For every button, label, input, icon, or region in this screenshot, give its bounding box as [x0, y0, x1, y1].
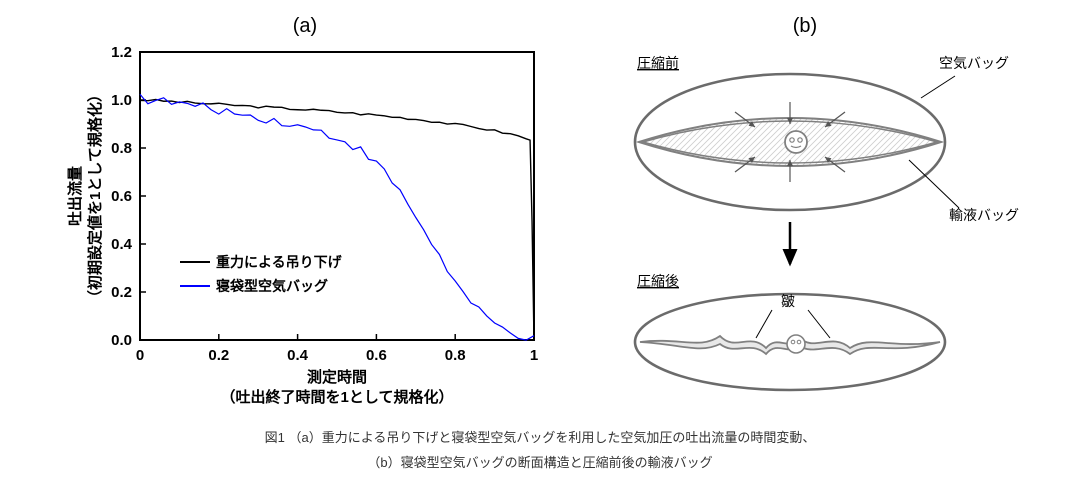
svg-text:0.4: 0.4: [111, 236, 133, 253]
caption-line-2: （b）寝袋型空気バッグの断面構造と圧縮前後の輸液バッグ: [367, 455, 712, 470]
svg-text:1: 1: [530, 347, 538, 364]
svg-text:吐出流量: 吐出流量: [66, 166, 84, 226]
svg-text:0.4: 0.4: [287, 347, 309, 364]
svg-text:圧縮前: 圧縮前: [637, 55, 679, 71]
flow-rate-chart: 0 0.2 0.4 0.6 0.8 1 0.0 0.2 0.4 0.6 0.8 1.0 1.2 測定時間 （…: [60, 42, 550, 412]
panel-b-label: (b): [793, 15, 817, 38]
svg-text:皺: 皺: [781, 293, 795, 309]
svg-text:0.2: 0.2: [208, 347, 229, 364]
panels-row: (a) 0 0.2 0.4 0.6 0.8 1 0.0 0.2 0.4 0.6 0.8 1.0 1.2 測…: [60, 15, 1020, 412]
svg-text:0.0: 0.0: [111, 332, 132, 349]
svg-text:（初期設定値を1として規格化）: （初期設定値を1として規格化）: [86, 87, 104, 305]
svg-text:0.6: 0.6: [111, 188, 132, 205]
panel-a-label: (a): [293, 15, 317, 38]
svg-text:0.8: 0.8: [111, 140, 132, 157]
svg-text:1.2: 1.2: [111, 44, 132, 61]
svg-text:0.6: 0.6: [366, 347, 387, 364]
svg-text:0.2: 0.2: [111, 284, 132, 301]
svg-text:圧縮後: 圧縮後: [637, 273, 679, 289]
panel-a: (a) 0 0.2 0.4 0.6 0.8 1 0.0 0.2 0.4 0.6 0.8 1.0 1.2 測…: [60, 15, 550, 412]
svg-text:空気バッグ: 空気バッグ: [939, 55, 1009, 71]
airbag-diagram: 圧縮前 空気バッグ輸液バッグ圧縮後皺: [590, 42, 1020, 412]
svg-text:寝袋型空気バッグ: 寝袋型空気バッグ: [216, 278, 328, 294]
svg-text:測定時間: 測定時間: [307, 368, 367, 386]
svg-text:0: 0: [136, 347, 144, 364]
panel-b: (b) 圧縮前 空気バッグ輸液バッグ圧縮後皺: [590, 15, 1020, 412]
svg-text:輸液バッグ: 輸液バッグ: [949, 207, 1019, 223]
svg-text:1.0: 1.0: [111, 92, 132, 109]
figure-caption: 図1 （a）重力による吊り下げと寝袋型空気バッグを利用した空気加圧の吐出流量の時…: [265, 426, 816, 475]
caption-line-1: 図1 （a）重力による吊り下げと寝袋型空気バッグを利用した空気加圧の吐出流量の時…: [265, 430, 816, 445]
svg-text:重力による吊り下げ: 重力による吊り下げ: [216, 254, 343, 270]
svg-text:0.8: 0.8: [445, 347, 466, 364]
figure: (a) 0 0.2 0.4 0.6 0.8 1 0.0 0.2 0.4 0.6 0.8 1.0 1.2 測…: [15, 15, 1065, 475]
svg-text:（吐出終了時間を1として規格化）: （吐出終了時間を1として規格化）: [221, 388, 454, 406]
